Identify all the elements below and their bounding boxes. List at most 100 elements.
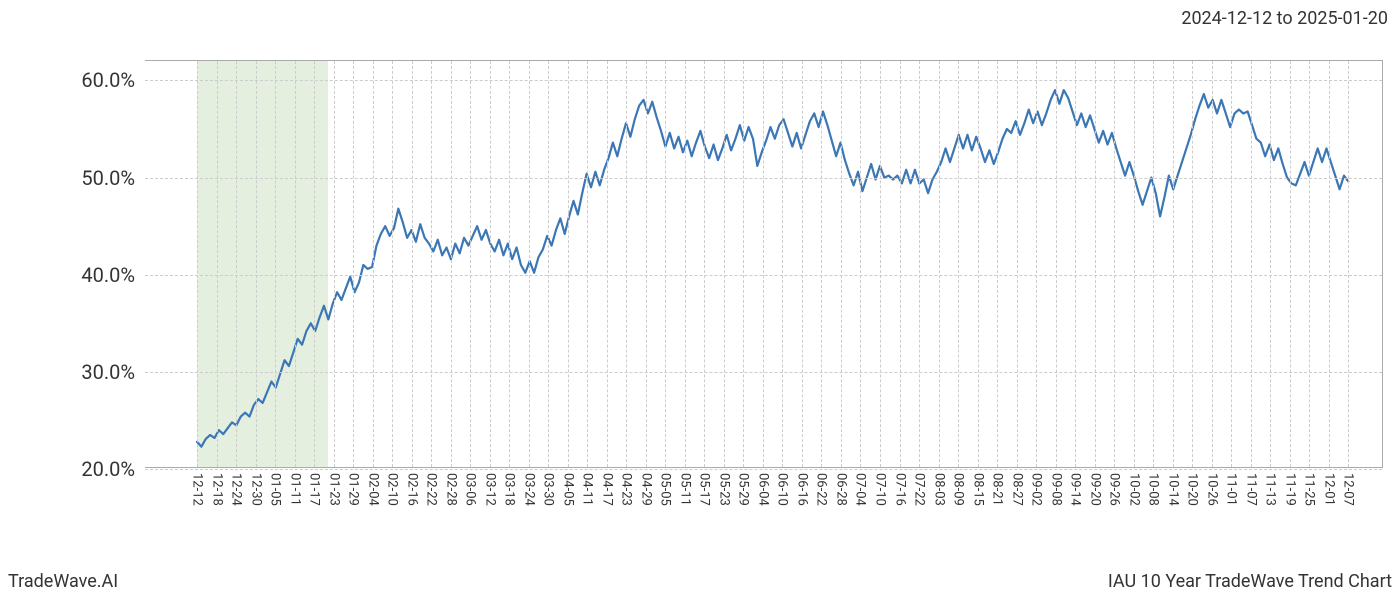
grid-line-vertical	[392, 61, 393, 467]
x-axis-tick-label: 06-16	[794, 467, 809, 506]
chart-title: IAU 10 Year TradeWave Trend Chart	[1108, 571, 1392, 592]
grid-line-vertical	[470, 61, 471, 467]
grid-line-vertical	[295, 61, 296, 467]
x-axis-tick-label: 11-19	[1282, 467, 1297, 506]
x-axis-tick-label: 11-01	[1224, 467, 1239, 506]
x-axis-tick-label: 09-14	[1068, 467, 1083, 506]
x-axis-tick-label: 03-06	[463, 467, 478, 506]
x-axis-tick-label: 10-26	[1204, 467, 1219, 506]
x-axis-tick-label: 10-02	[1126, 467, 1141, 506]
grid-line-vertical	[978, 61, 979, 467]
grid-line-vertical	[1348, 61, 1349, 467]
grid-line-vertical	[1309, 61, 1310, 467]
grid-line-vertical	[548, 61, 549, 467]
grid-line-vertical	[1153, 61, 1154, 467]
x-axis-tick-label: 02-04	[365, 467, 380, 506]
chart-container: 20.0%30.0%40.0%50.0%60.0%12-1212-1812-24…	[0, 40, 1400, 560]
x-axis-tick-label: 04-23	[619, 467, 634, 506]
grid-line-vertical	[802, 61, 803, 467]
grid-line-vertical	[256, 61, 257, 467]
grid-line-vertical	[1231, 61, 1232, 467]
x-axis-tick-label: 02-16	[404, 467, 419, 506]
grid-line-vertical	[626, 61, 627, 467]
grid-line-vertical	[724, 61, 725, 467]
x-axis-tick-label: 03-18	[502, 467, 517, 506]
x-axis-tick-label: 07-22	[912, 467, 927, 506]
x-axis-tick-label: 03-30	[541, 467, 556, 506]
x-axis-tick-label: 08-03	[931, 467, 946, 506]
x-axis-tick-label: 01-29	[346, 467, 361, 506]
x-axis-tick-label: 01-17	[307, 467, 322, 506]
x-axis-tick-label: 10-08	[1146, 467, 1161, 506]
grid-line-vertical	[236, 61, 237, 467]
x-axis-tick-label: 12-18	[209, 467, 224, 506]
grid-line-vertical	[217, 61, 218, 467]
grid-line-vertical	[646, 61, 647, 467]
x-axis-tick-label: 09-08	[1048, 467, 1063, 506]
grid-line-vertical	[1114, 61, 1115, 467]
x-axis-tick-label: 08-21	[990, 467, 1005, 506]
x-axis-tick-label: 03-24	[521, 467, 536, 506]
grid-line-vertical	[334, 61, 335, 467]
grid-line-vertical	[490, 61, 491, 467]
grid-line-vertical	[1212, 61, 1213, 467]
grid-line-vertical	[373, 61, 374, 467]
x-axis-tick-label: 10-20	[1185, 467, 1200, 506]
x-axis-tick-label: 04-05	[560, 467, 575, 506]
x-axis-tick-label: 06-10	[775, 467, 790, 506]
x-axis-tick-label: 04-11	[580, 467, 595, 506]
x-axis-tick-label: 05-17	[697, 467, 712, 506]
grid-line-vertical	[1134, 61, 1135, 467]
grid-line-vertical	[1056, 61, 1057, 467]
y-axis-tick-label: 60.0%	[81, 68, 145, 92]
grid-line-vertical	[919, 61, 920, 467]
x-axis-tick-label: 11-13	[1263, 467, 1278, 506]
x-axis-tick-label: 02-28	[443, 467, 458, 506]
x-axis-tick-label: 11-25	[1302, 467, 1317, 506]
grid-line-vertical	[1270, 61, 1271, 467]
x-axis-tick-label: 06-04	[755, 467, 770, 506]
x-axis-tick-label: 08-27	[1009, 467, 1024, 506]
grid-line-vertical	[704, 61, 705, 467]
x-axis-tick-label: 12-24	[229, 467, 244, 506]
grid-line-vertical	[275, 61, 276, 467]
x-axis-tick-label: 03-12	[482, 467, 497, 506]
grid-line-vertical	[568, 61, 569, 467]
x-axis-tick-label: 05-05	[658, 467, 673, 506]
x-axis-tick-label: 12-30	[248, 467, 263, 506]
grid-line-vertical	[841, 61, 842, 467]
grid-line-vertical	[353, 61, 354, 467]
grid-line-vertical	[1036, 61, 1037, 467]
grid-line-vertical	[197, 61, 198, 467]
line-chart-svg	[145, 61, 1383, 469]
grid-line-vertical	[900, 61, 901, 467]
grid-line-vertical	[314, 61, 315, 467]
grid-line-vertical	[509, 61, 510, 467]
grid-line-vertical	[958, 61, 959, 467]
x-axis-tick-label: 01-11	[287, 467, 302, 506]
grid-line-vertical	[587, 61, 588, 467]
x-axis-tick-label: 04-29	[638, 467, 653, 506]
grid-line-vertical	[607, 61, 608, 467]
grid-line-vertical	[412, 61, 413, 467]
grid-line-vertical	[939, 61, 940, 467]
grid-line-vertical	[997, 61, 998, 467]
x-axis-tick-label: 08-09	[951, 467, 966, 506]
x-axis-tick-label: 02-10	[385, 467, 400, 506]
grid-line-vertical	[1095, 61, 1096, 467]
grid-line-vertical	[782, 61, 783, 467]
x-axis-tick-label: 12-01	[1321, 467, 1336, 506]
x-axis-tick-label: 05-23	[716, 467, 731, 506]
grid-line-vertical	[860, 61, 861, 467]
x-axis-tick-label: 06-22	[814, 467, 829, 506]
brand-label: TradeWave.AI	[8, 571, 118, 592]
grid-line-vertical	[743, 61, 744, 467]
x-axis-tick-label: 09-02	[1029, 467, 1044, 506]
grid-line-vertical	[880, 61, 881, 467]
x-axis-tick-label: 02-22	[424, 467, 439, 506]
x-axis-tick-label: 06-28	[833, 467, 848, 506]
grid-line-vertical	[431, 61, 432, 467]
y-axis-tick-label: 40.0%	[81, 263, 145, 287]
grid-line-vertical	[1173, 61, 1174, 467]
plot-area: 20.0%30.0%40.0%50.0%60.0%12-1212-1812-24…	[145, 60, 1383, 468]
